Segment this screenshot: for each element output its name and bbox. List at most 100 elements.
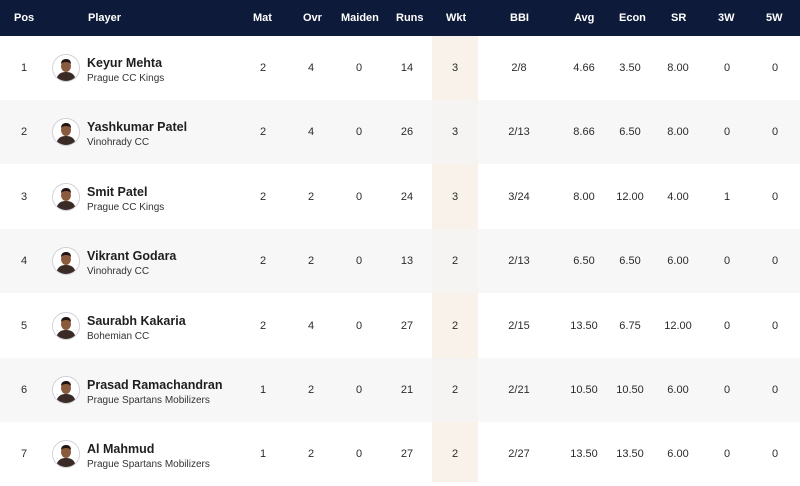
econ-cell: 6.50	[619, 126, 641, 139]
avg-cell: 6.50	[573, 255, 595, 268]
header-pos[interactable]: Pos	[14, 12, 35, 24]
pos-cell: 7	[20, 448, 28, 461]
avg-cell: 10.50	[570, 384, 598, 396]
table-row[interactable]: 2 2 4 0 26 3 2/13 8.66 6.50 8.00 0 0 Yashkumar Patel…	[0, 100, 800, 165]
wkt-cell: 2	[451, 319, 459, 332]
player-team: Vinohrady CC	[87, 137, 150, 149]
econ-cell: 12.00	[616, 190, 644, 203]
player-name-link[interactable]: Yashkumar Patel	[87, 120, 188, 135]
maiden-cell: 0	[355, 62, 363, 74]
mat-cell: 1	[259, 384, 267, 396]
runs-cell: 27	[400, 448, 414, 461]
3w-cell: 0	[723, 319, 731, 332]
table-row[interactable]: 1 2 4 0 14 3 2/8 4.66 3.50 8.00 0 0 Keyur Mehta Pragu…	[0, 36, 800, 100]
sr-cell: 4.00	[667, 190, 689, 203]
5w-cell: 0	[771, 190, 779, 203]
header-3w[interactable]: 3W	[718, 12, 735, 24]
econ-cell: 3.50	[619, 62, 641, 74]
header-avg[interactable]: Avg	[574, 12, 595, 24]
header-runs[interactable]: Runs	[396, 12, 424, 24]
econ-cell: 10.50	[616, 384, 644, 396]
table-row[interactable]: 4 2 2 0 13 2 2/13 6.50 6.50 6.00 0 0 Vikrant Godara V…	[0, 229, 800, 294]
3w-cell: 1	[723, 190, 731, 203]
sr-cell: 8.00	[667, 126, 689, 139]
player-avatar-icon[interactable]	[52, 54, 80, 82]
sr-cell: 6.00	[667, 255, 689, 268]
5w-cell: 0	[771, 448, 779, 461]
ovr-cell: 4	[307, 126, 315, 139]
3w-cell: 0	[723, 126, 731, 139]
wkt-cell: 3	[451, 126, 459, 139]
player-team: Prague CC Kings	[87, 73, 165, 84]
header-wkt[interactable]: Wkt	[446, 12, 467, 24]
avg-cell: 8.66	[573, 126, 595, 139]
player-name-link[interactable]: Al Mahmud	[87, 442, 155, 457]
runs-cell: 24	[400, 190, 414, 203]
header-sr[interactable]: SR	[671, 12, 687, 24]
sr-cell: 8.00	[667, 62, 689, 74]
avg-cell: 13.50	[570, 319, 598, 332]
bbi-cell: 2/27	[508, 448, 530, 461]
player-avatar-icon[interactable]	[52, 247, 80, 276]
3w-cell: 0	[723, 255, 731, 268]
header-player[interactable]: Player	[88, 12, 122, 24]
table-row[interactable]: 7 1 2 0 27 2 2/27 13.50 13.50 6.00 0 0 Al Mahmud Prag…	[0, 422, 800, 486]
maiden-cell: 0	[355, 384, 363, 396]
wkt-cell: 2	[451, 448, 459, 461]
ovr-cell: 4	[307, 319, 315, 332]
5w-cell: 0	[771, 319, 779, 332]
avg-cell: 4.66	[573, 62, 595, 74]
pos-cell: 3	[20, 190, 28, 203]
maiden-cell: 0	[355, 190, 363, 203]
player-name-link[interactable]: Keyur Mehta	[87, 56, 163, 70]
table-row[interactable]: 6 1 2 0 21 2 2/21 10.50 10.50 6.00 0 0 Prasad Ramach…	[0, 358, 800, 422]
player-name-link[interactable]: Smit Patel	[87, 184, 148, 199]
econ-cell: 13.50	[616, 448, 644, 461]
pos-cell: 5	[20, 319, 28, 332]
header-bbi[interactable]: BBI	[510, 12, 529, 24]
ovr-cell: 2	[307, 190, 315, 203]
mat-cell: 2	[259, 126, 267, 139]
runs-cell: 26	[400, 126, 414, 139]
pos-cell: 1	[20, 62, 28, 74]
header-5w[interactable]: 5W	[766, 12, 783, 24]
maiden-cell: 0	[355, 126, 363, 139]
player-team: Prague Spartans Mobilizers	[87, 459, 210, 471]
header-econ[interactable]: Econ	[619, 12, 646, 24]
ovr-cell: 2	[307, 255, 315, 268]
player-avatar-icon[interactable]	[52, 440, 80, 469]
player-avatar-icon[interactable]	[52, 376, 80, 404]
bbi-cell: 2/13	[508, 126, 530, 139]
sr-cell: 12.00	[664, 319, 692, 332]
maiden-cell: 0	[355, 255, 363, 268]
player-avatar-icon[interactable]	[52, 182, 80, 211]
bbi-cell: 3/24	[508, 190, 530, 203]
ovr-cell: 2	[307, 384, 315, 396]
player-team: Prague Spartans Mobilizers	[87, 395, 210, 406]
sr-cell: 6.00	[667, 384, 689, 396]
runs-cell: 27	[400, 319, 414, 332]
bbi-cell: 2/13	[508, 255, 530, 268]
table-row[interactable]: 5 2 4 0 27 2 2/15 13.50 6.75 12.00 0 0 Saurabh Kakar…	[0, 294, 800, 358]
avg-cell: 13.50	[570, 448, 598, 461]
player-avatar-icon[interactable]	[52, 118, 80, 147]
header-ovr[interactable]: Ovr	[303, 12, 322, 24]
mat-cell: 2	[259, 255, 267, 268]
player-team: Bohemian CC	[87, 330, 150, 342]
5w-cell: 0	[771, 126, 779, 139]
runs-cell: 21	[400, 384, 414, 396]
bbi-cell: 2/8	[511, 62, 527, 74]
table-row[interactable]: 3 2 2 0 24 3 3/24 8.00 12.00 4.00 1 0 Smit Patel Prag…	[0, 165, 800, 229]
header-maiden[interactable]: Maiden	[341, 12, 379, 24]
player-name-link[interactable]: Vikrant Godara	[87, 249, 177, 264]
5w-cell: 0	[771, 62, 779, 74]
table-header: Pos Player Mat Ovr Maiden Runs Wkt BBI A…	[0, 0, 800, 36]
pos-cell: 2	[20, 126, 28, 139]
3w-cell: 0	[723, 384, 731, 396]
ovr-cell: 4	[307, 62, 315, 74]
player-name-link[interactable]: Saurabh Kakaria	[87, 313, 186, 328]
player-name-link[interactable]: Prasad Ramachandran	[87, 378, 223, 392]
runs-cell: 14	[400, 62, 414, 74]
header-mat[interactable]: Mat	[253, 12, 272, 24]
player-avatar-icon[interactable]	[52, 311, 80, 340]
